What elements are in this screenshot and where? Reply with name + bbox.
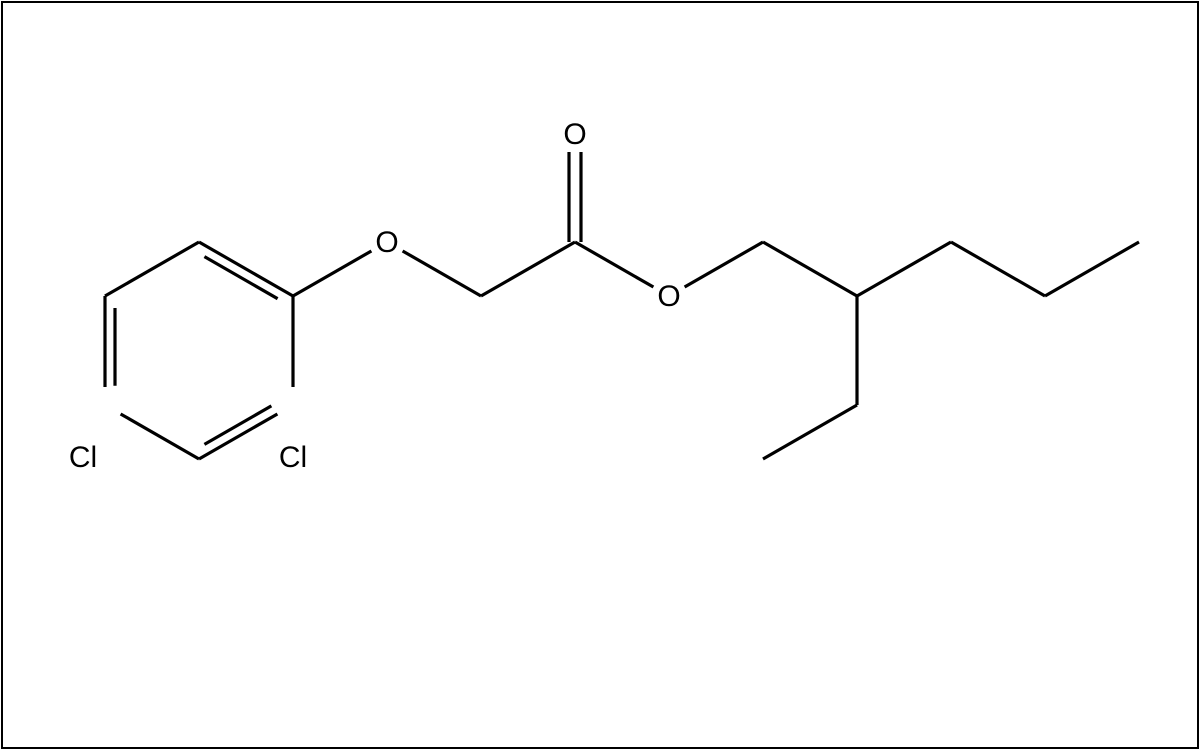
- bond-r5-r6-inner: [204, 406, 271, 444]
- bonds-group: [105, 152, 1139, 459]
- atom-label-o3: O: [657, 280, 680, 313]
- labels-group: Cl Cl O O O: [69, 118, 681, 474]
- atom-label-o1: O: [375, 226, 398, 259]
- bond-r2-r3: [105, 242, 199, 296]
- bond-c9-c10: [763, 242, 857, 296]
- bond-c14-c15: [763, 405, 857, 459]
- bond-c12-c13: [1045, 242, 1139, 296]
- bond-c8-o3: [575, 242, 653, 287]
- bond-o3-c9: [685, 242, 763, 287]
- frame-border: [2, 2, 1198, 748]
- bond-r3-r4-inner: [204, 257, 277, 299]
- bond-o1-c7: [403, 251, 481, 296]
- bond-c7-c8: [481, 242, 575, 296]
- atom-label-o2: O: [563, 118, 586, 151]
- bond-r6-r1: [121, 414, 199, 459]
- bond-r3-r4-outer: [199, 242, 293, 296]
- bond-r4-o1: [293, 251, 371, 296]
- atom-label-r1: Cl: [69, 441, 97, 474]
- bond-c10-c11: [857, 242, 951, 296]
- atom-label-r5: Cl: [279, 441, 307, 474]
- bond-c11-c12: [951, 242, 1045, 296]
- bond-r5-r6-outer: [199, 414, 277, 459]
- molecule-svg: Cl Cl O O O: [0, 0, 1200, 750]
- structure-canvas: Cl Cl O O O: [0, 0, 1200, 750]
